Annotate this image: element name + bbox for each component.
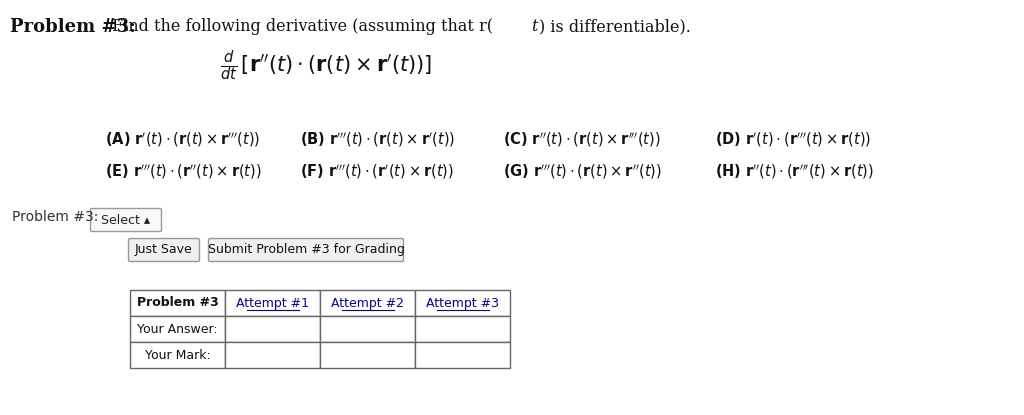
- Bar: [130, 316, 225, 342]
- Text: t: t: [531, 18, 538, 35]
- Text: Problem #3:: Problem #3:: [10, 18, 136, 36]
- Text: Your Mark:: Your Mark:: [144, 349, 210, 361]
- Text: $\mathbf{(D)}\ \mathbf{r}'(t) \cdot (\mathbf{r}'''(t) \times \mathbf{r}(t))$: $\mathbf{(D)}\ \mathbf{r}'(t) \cdot (\ma…: [715, 130, 871, 149]
- Text: $\mathbf{(B)}\ \mathbf{r}'''(t) \cdot (\mathbf{r}(t) \times \mathbf{r}'(t))$: $\mathbf{(B)}\ \mathbf{r}'''(t) \cdot (\…: [300, 130, 456, 149]
- Text: $\mathbf{(F)}\ \mathbf{r}'''(t) \cdot (\mathbf{r}'(t) \times \mathbf{r}(t))$: $\mathbf{(F)}\ \mathbf{r}'''(t) \cdot (\…: [300, 162, 454, 181]
- Text: Attempt #2: Attempt #2: [331, 296, 404, 310]
- Bar: [415, 290, 510, 316]
- Text: $\mathbf{(A)}\ \mathbf{r}'(t) \cdot (\mathbf{r}(t) \times \mathbf{r}'''(t))$: $\mathbf{(A)}\ \mathbf{r}'(t) \cdot (\ma…: [105, 130, 260, 149]
- Bar: [319, 290, 415, 316]
- Text: Select ▴: Select ▴: [101, 213, 151, 227]
- Text: $\mathbf{(C)}\ \mathbf{r}''(t) \cdot (\mathbf{r}(t) \times \mathbf{r}'''(t))$: $\mathbf{(C)}\ \mathbf{r}''(t) \cdot (\m…: [503, 130, 660, 149]
- Bar: [225, 290, 319, 316]
- Text: Attempt #1: Attempt #1: [236, 296, 309, 310]
- Bar: [319, 316, 415, 342]
- Bar: [319, 342, 415, 368]
- Bar: [130, 290, 225, 316]
- Text: $\mathbf{(G)}\ \mathbf{r}'''(t) \cdot (\mathbf{r}(t) \times \mathbf{r}''(t))$: $\mathbf{(G)}\ \mathbf{r}'''(t) \cdot (\…: [503, 162, 662, 181]
- Text: Problem #3:: Problem #3:: [12, 210, 98, 224]
- Text: Just Save: Just Save: [135, 244, 193, 256]
- Bar: [225, 316, 319, 342]
- Bar: [225, 342, 319, 368]
- Text: Submit Problem #3 for Grading: Submit Problem #3 for Grading: [208, 244, 404, 256]
- Text: Problem #3: Problem #3: [136, 296, 218, 310]
- Text: Find the following derivative (assuming that r(: Find the following derivative (assuming …: [112, 18, 493, 35]
- FancyBboxPatch shape: [128, 239, 200, 261]
- Text: Attempt #3: Attempt #3: [426, 296, 499, 310]
- FancyBboxPatch shape: [209, 239, 403, 261]
- Bar: [130, 342, 225, 368]
- FancyBboxPatch shape: [90, 208, 162, 232]
- Text: $\mathbf{(E)}\ \mathbf{r}'''(t) \cdot (\mathbf{r}''(t) \times \mathbf{r}(t))$: $\mathbf{(E)}\ \mathbf{r}'''(t) \cdot (\…: [105, 162, 262, 181]
- Text: $\mathbf{(H)}\ \mathbf{r}''(t) \cdot (\mathbf{r}'''(t) \times \mathbf{r}(t))$: $\mathbf{(H)}\ \mathbf{r}''(t) \cdot (\m…: [715, 162, 874, 181]
- Text: Your Answer:: Your Answer:: [137, 322, 218, 335]
- Text: $\frac{d}{dt}\,[\mathbf{r}''(t) \cdot (\mathbf{r}(t) \times \mathbf{r}'(t))]$: $\frac{d}{dt}\,[\mathbf{r}''(t) \cdot (\…: [220, 48, 432, 83]
- Text: ) is differentiable).: ) is differentiable).: [539, 18, 691, 35]
- Bar: [415, 316, 510, 342]
- Bar: [415, 342, 510, 368]
